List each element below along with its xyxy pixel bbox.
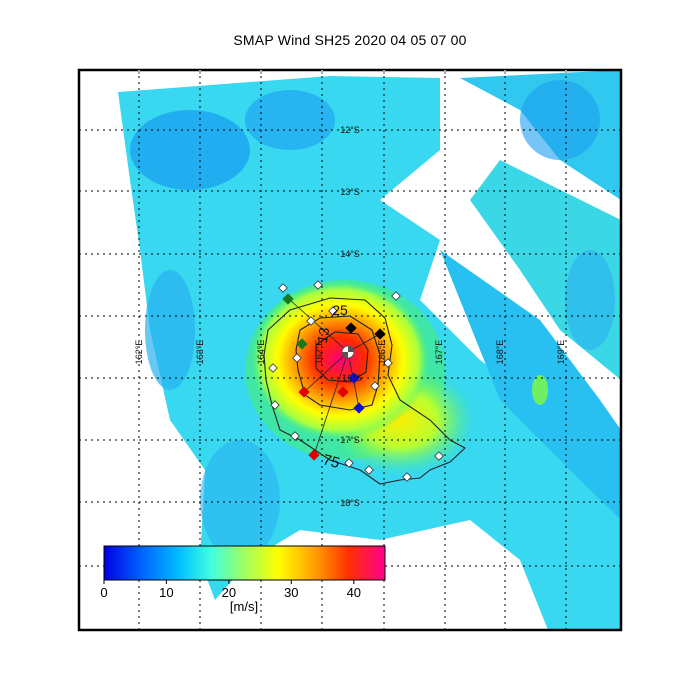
quad-nw-marker <box>282 293 294 305</box>
storm-center-icon <box>341 345 355 359</box>
radius-label: 25 <box>332 302 348 318</box>
lat-label: 12°S <box>340 125 360 135</box>
colorbar-tick-label: 20 <box>222 585 236 600</box>
lon-label: 162°E <box>134 340 144 365</box>
center-lon-label: 162°E <box>314 340 324 365</box>
lon-label: 163°E <box>195 340 205 365</box>
map-frame <box>77 68 623 632</box>
colorbar-ticks <box>103 580 355 584</box>
map-title: SMAP Wind SH25 2020 04 05 07 00 <box>233 32 467 48</box>
colorbar-tick-label: 30 <box>284 585 298 600</box>
lat-label: 18°S <box>340 498 360 508</box>
quad-se-marker <box>353 402 365 414</box>
colorbar-tick-label: 10 <box>159 585 173 600</box>
center-lon-label: 166°E <box>377 340 387 365</box>
colorbar-gradient <box>103 545 386 581</box>
quadrant-markers <box>268 280 444 482</box>
quad-sw-marker <box>298 386 310 398</box>
colorbar-tick-label: 0 <box>100 585 107 600</box>
radius-label: 75 <box>321 451 342 472</box>
lon-label: 169°E <box>556 340 566 365</box>
lat-label: 17°S <box>340 435 360 445</box>
lon-label: 167°E <box>434 340 444 365</box>
wind-field <box>118 70 621 630</box>
wind-radii-contours <box>263 297 466 485</box>
colorbar-tick-label: 40 <box>347 585 361 600</box>
colorbar: 0 10 20 30 40 [m/s] <box>100 545 386 614</box>
center-lat-label: 16°S <box>342 373 362 383</box>
quad-ne-marker <box>374 328 386 340</box>
quad-sw-marker <box>308 449 320 461</box>
quad-sw-marker <box>337 386 349 398</box>
frame-ticks <box>138 70 567 74</box>
lon-label: 168°E <box>495 340 505 365</box>
lon-label: 164°E <box>256 340 266 365</box>
lat-label: 13°S <box>340 187 360 197</box>
radius-label: 13 <box>314 326 332 344</box>
quad-se-marker <box>348 372 360 384</box>
quad-ne-marker <box>345 322 357 334</box>
lat-label: 14°S <box>340 249 360 259</box>
quad-nw-marker <box>296 338 308 350</box>
colorbar-unit-label: [m/s] <box>230 599 258 614</box>
